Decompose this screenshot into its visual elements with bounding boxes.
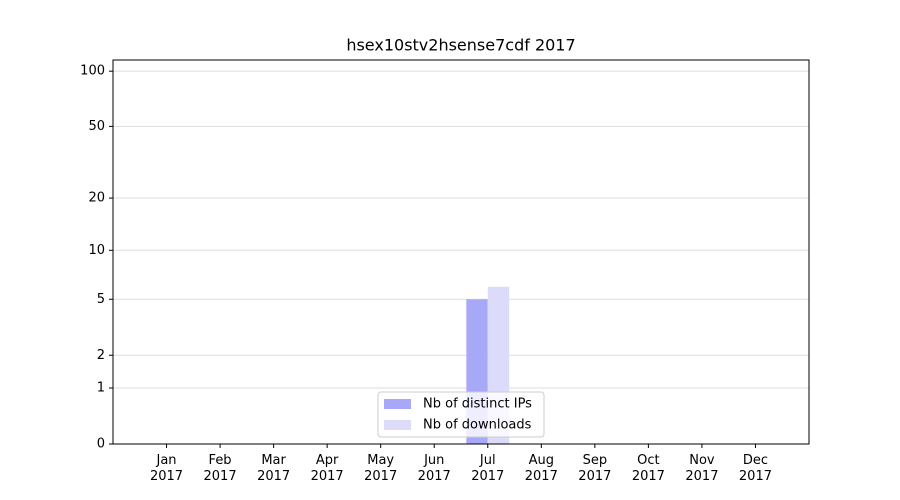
x-tick-label: Feb 2017: [203, 453, 237, 484]
x-tick-label: Dec 2017: [738, 453, 772, 484]
legend-label: Nb of downloads: [423, 418, 532, 433]
x-tick-label: Mar 2017: [257, 453, 291, 484]
plot-frame: [112, 59, 810, 445]
y-tick-label: 2: [97, 348, 105, 363]
x-tick-label: Aug 2017: [524, 453, 558, 484]
y-tick-label: 5: [97, 292, 105, 307]
y-tick-label: 20: [88, 191, 105, 206]
x-tick-label: Apr 2017: [310, 453, 344, 484]
chart-title: hsex10stv2hsense7cdf 2017: [346, 36, 575, 55]
x-tick-label: May 2017: [364, 453, 398, 484]
y-tick-label: 10: [88, 243, 105, 258]
legend-label: Nb of distinct IPs: [423, 397, 532, 412]
x-tick-label: Oct 2017: [631, 453, 665, 484]
x-tick-label: Jun 2017: [417, 453, 451, 484]
legend-swatch: [384, 420, 411, 430]
legend-box: [377, 391, 545, 438]
x-tick-label: Jan 2017: [149, 453, 184, 484]
x-tick-label: Nov 2017: [685, 453, 719, 484]
x-tick-label: Sep 2017: [578, 453, 612, 484]
y-tick-label: 1: [97, 381, 105, 396]
legend-swatch: [384, 399, 411, 409]
y-tick-label: 100: [80, 64, 105, 79]
x-tick-label: Jul 2017: [471, 453, 505, 484]
y-tick-label: 0: [97, 437, 105, 452]
y-tick-label: 50: [88, 119, 105, 134]
